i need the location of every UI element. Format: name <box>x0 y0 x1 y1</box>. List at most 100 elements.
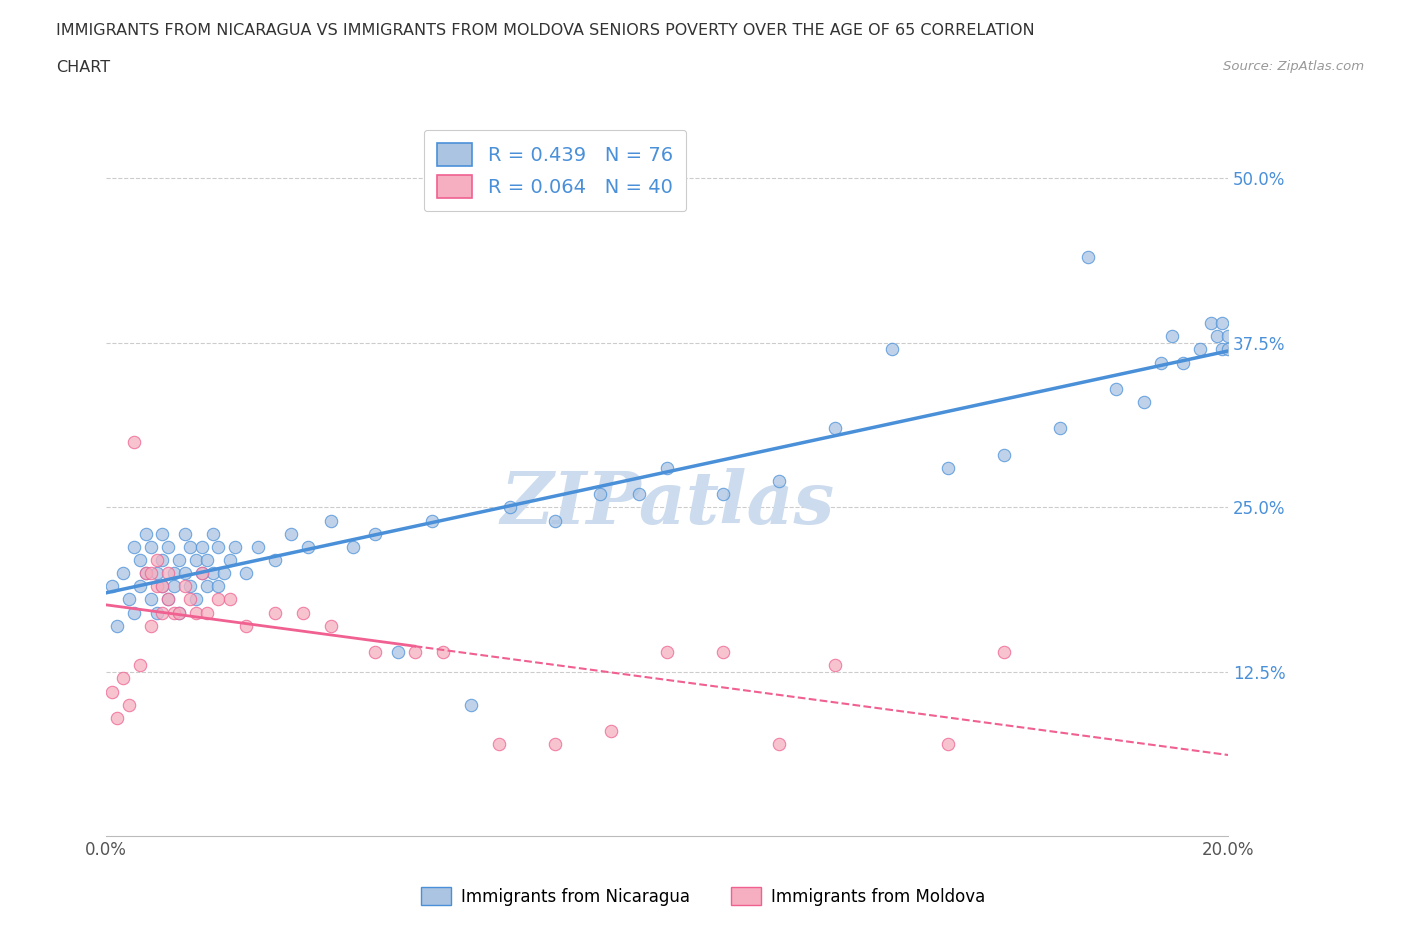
Point <box>263 605 285 620</box>
Point <box>364 644 387 659</box>
Point <box>1133 394 1156 409</box>
Point <box>134 565 156 580</box>
Point <box>139 539 162 554</box>
Point <box>1199 316 1222 331</box>
Point <box>179 578 201 593</box>
Point <box>195 605 218 620</box>
Point <box>544 737 567 751</box>
Point <box>711 486 734 501</box>
Point <box>280 526 302 541</box>
Point <box>824 421 846 436</box>
Point <box>246 539 269 554</box>
Point <box>139 565 162 580</box>
Point <box>156 565 179 580</box>
Point <box>1216 329 1239 344</box>
Point <box>173 565 195 580</box>
Text: ZIPatlas: ZIPatlas <box>501 468 834 539</box>
Point <box>1077 250 1099 265</box>
Point <box>1211 342 1233 357</box>
Point <box>218 592 240 607</box>
Point <box>190 565 212 580</box>
Point <box>768 737 790 751</box>
Point <box>150 526 173 541</box>
Point <box>936 737 959 751</box>
Point <box>156 539 179 554</box>
Point <box>201 526 224 541</box>
Point <box>179 539 201 554</box>
Point <box>1205 329 1227 344</box>
Point <box>162 565 184 580</box>
Legend: R = 0.439   N = 76, R = 0.064   N = 40: R = 0.439 N = 76, R = 0.064 N = 40 <box>423 129 686 211</box>
Point <box>190 565 212 580</box>
Point <box>768 473 790 488</box>
Point <box>112 671 135 686</box>
Point <box>124 434 146 449</box>
Point <box>145 578 167 593</box>
Point <box>184 552 207 567</box>
Point <box>319 513 342 528</box>
Text: IMMIGRANTS FROM NICARAGUA VS IMMIGRANTS FROM MOLDOVA SENIORS POVERTY OVER THE AG: IMMIGRANTS FROM NICARAGUA VS IMMIGRANTS … <box>56 23 1035 38</box>
Text: CHART: CHART <box>56 60 110 75</box>
Point <box>107 711 129 725</box>
Point <box>162 578 184 593</box>
Point <box>1049 421 1071 436</box>
Point <box>150 552 173 567</box>
Point <box>297 539 319 554</box>
Point <box>711 644 734 659</box>
Point <box>195 552 218 567</box>
Point <box>101 578 124 593</box>
Point <box>150 578 173 593</box>
Point <box>1173 355 1195 370</box>
Point <box>1161 329 1184 344</box>
Point <box>201 565 224 580</box>
Point <box>544 513 567 528</box>
Point <box>824 658 846 672</box>
Point <box>179 592 201 607</box>
Point <box>404 644 426 659</box>
Point <box>207 578 229 593</box>
Point <box>993 447 1015 462</box>
Point <box>150 578 173 593</box>
Point <box>145 565 167 580</box>
Point <box>432 644 454 659</box>
Point <box>118 592 141 607</box>
Point <box>173 526 195 541</box>
Point <box>224 539 246 554</box>
Point <box>364 526 387 541</box>
Point <box>124 605 146 620</box>
Point <box>589 486 612 501</box>
Point <box>235 565 257 580</box>
Point <box>107 618 129 633</box>
Point <box>218 552 240 567</box>
Point <box>235 618 257 633</box>
Point <box>387 644 409 659</box>
Point <box>134 526 156 541</box>
Point <box>1188 342 1211 357</box>
Point <box>150 605 173 620</box>
Point <box>207 539 229 554</box>
Point <box>156 592 179 607</box>
Point <box>118 698 141 712</box>
Point <box>212 565 235 580</box>
Point <box>342 539 364 554</box>
Point <box>263 552 285 567</box>
Point <box>190 539 212 554</box>
Point <box>101 684 124 699</box>
Point <box>128 552 150 567</box>
Point <box>167 552 190 567</box>
Point <box>167 605 190 620</box>
Point <box>1150 355 1173 370</box>
Point <box>156 592 179 607</box>
Point <box>128 578 150 593</box>
Point <box>195 578 218 593</box>
Point <box>936 460 959 475</box>
Point <box>145 605 167 620</box>
Point <box>112 565 135 580</box>
Point <box>207 592 229 607</box>
Point <box>145 552 167 567</box>
Point <box>139 618 162 633</box>
Point <box>460 698 482 712</box>
Point <box>499 500 522 515</box>
Point <box>657 460 679 475</box>
Point <box>628 486 651 501</box>
